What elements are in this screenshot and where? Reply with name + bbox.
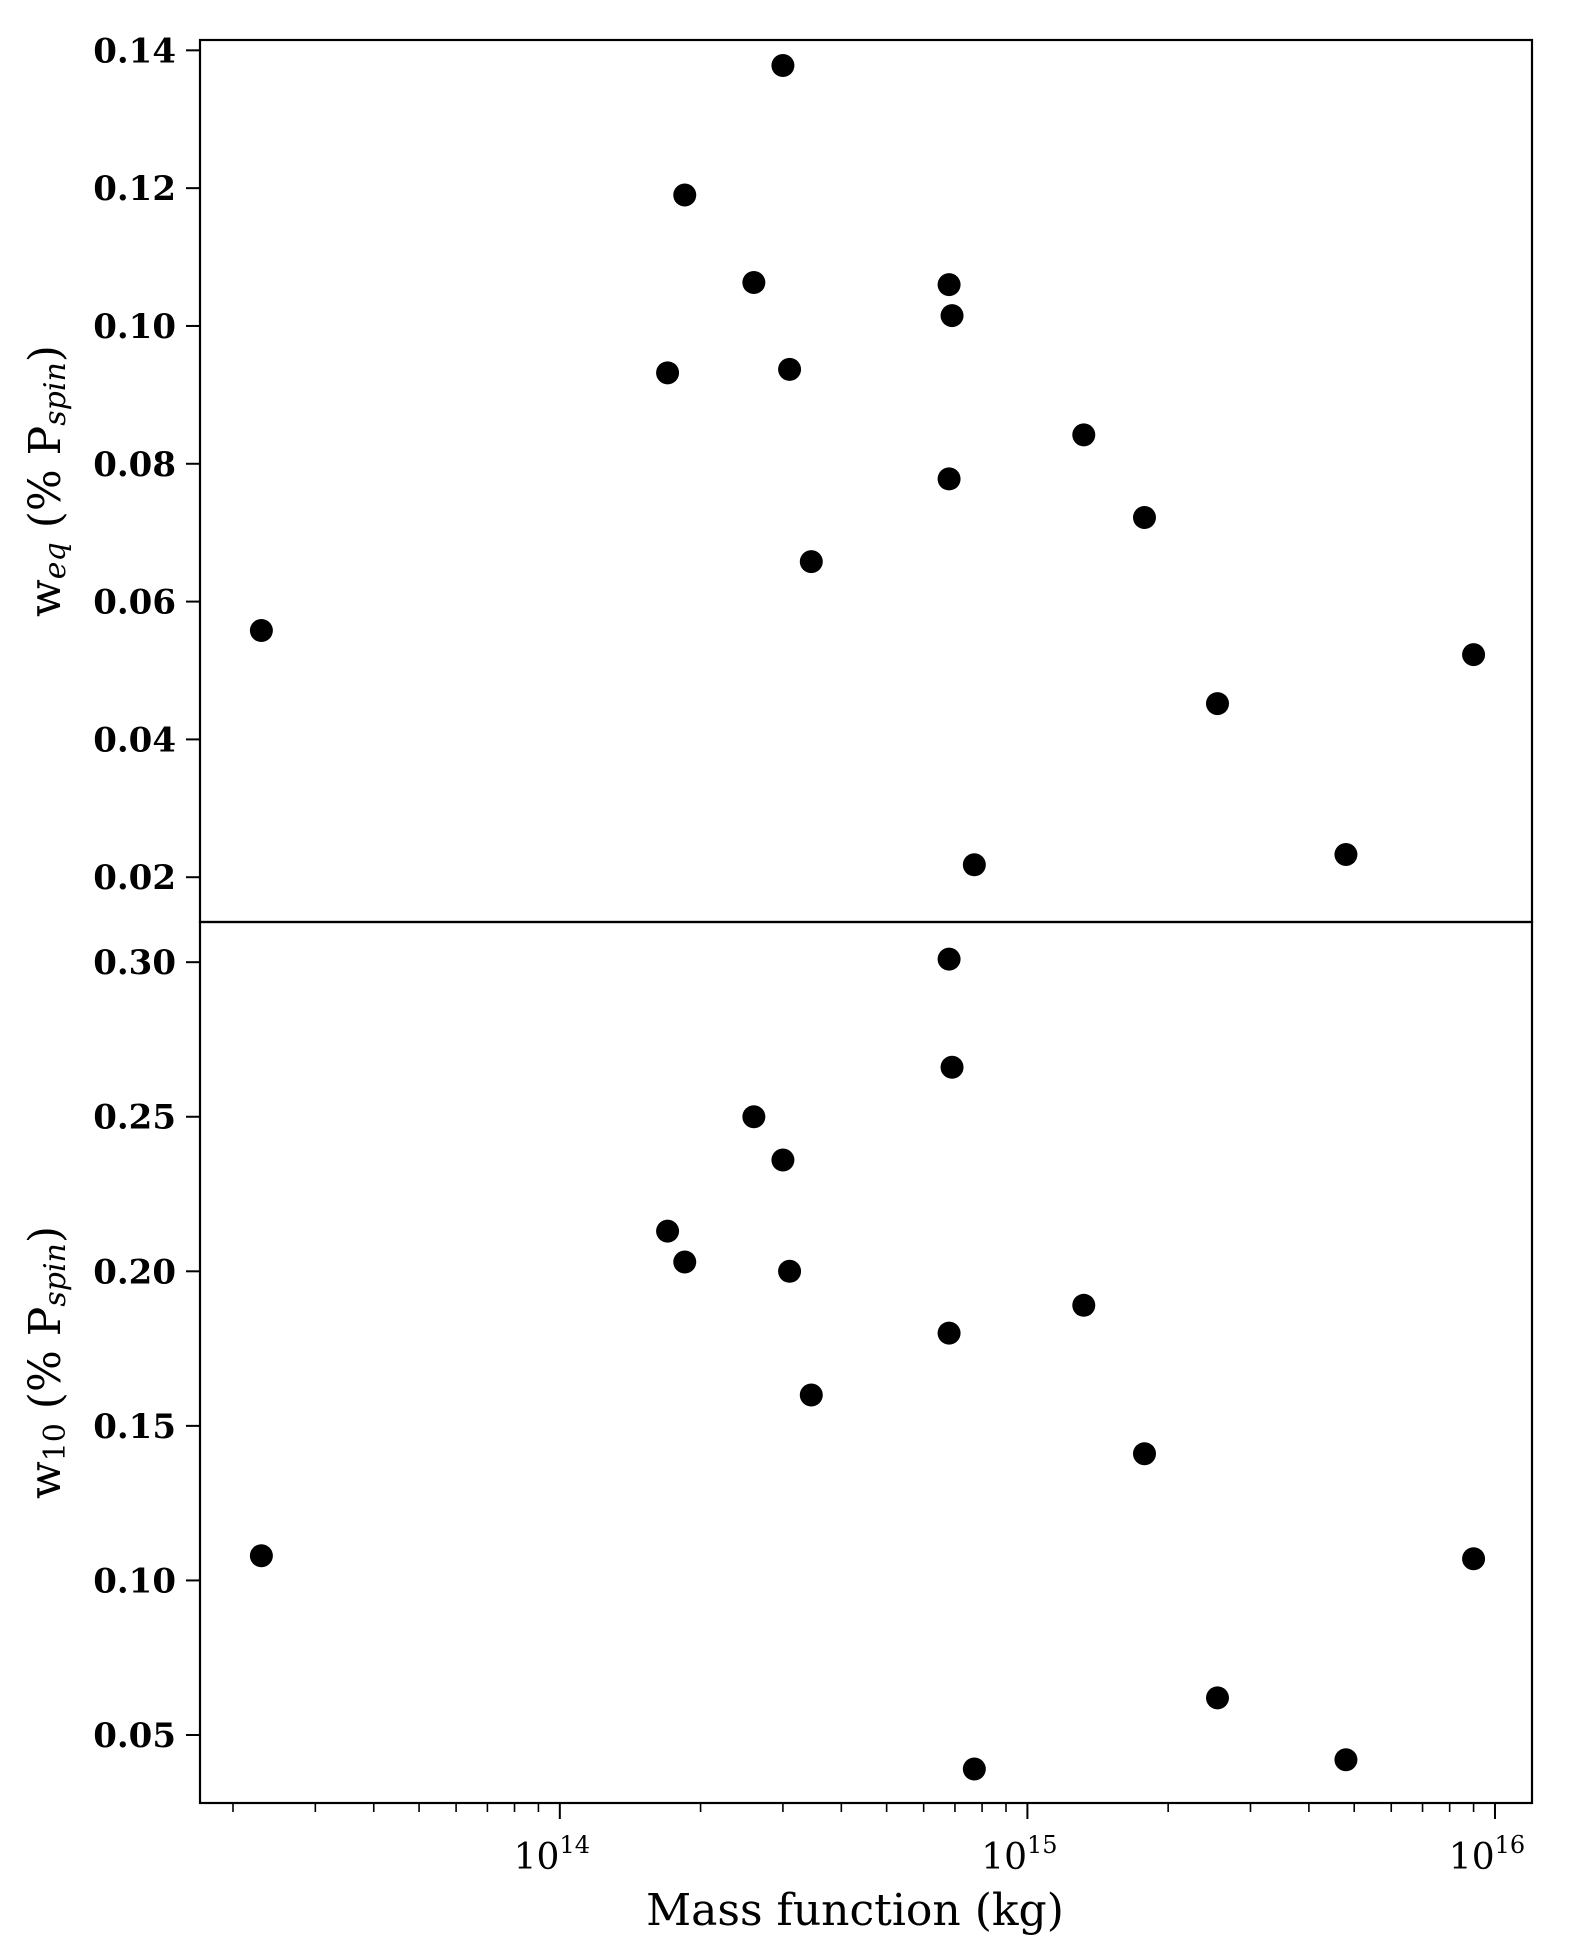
data-point — [1205, 692, 1229, 716]
y-tick-label: 0.14 — [93, 31, 176, 71]
data-point — [1462, 643, 1486, 667]
data-point — [771, 1148, 795, 1172]
y-tick-label: 0.20 — [93, 1252, 176, 1292]
y-axis-title: w10 (% Pspin) — [20, 1226, 74, 1499]
data-point — [1132, 506, 1156, 530]
data-point — [656, 1219, 680, 1243]
data-point — [742, 1105, 766, 1129]
data-point — [673, 1250, 697, 1274]
data-point — [778, 1259, 802, 1283]
y-tick-label: 0.06 — [93, 583, 176, 623]
x-tick-label: 1015 — [981, 1831, 1057, 1878]
data-point — [771, 53, 795, 77]
data-point — [1205, 1686, 1229, 1710]
data-point — [249, 1544, 273, 1568]
y-tick-label: 0.10 — [93, 1561, 176, 1601]
y-title-subscript: 10 — [38, 1423, 73, 1461]
y-tick-label: 0.25 — [93, 1098, 176, 1138]
data-point — [742, 271, 766, 295]
data-point — [937, 467, 961, 491]
y-axis-title: weq (% Pspin) — [20, 345, 74, 617]
data-point — [940, 1055, 964, 1079]
data-point — [249, 619, 273, 643]
data-point — [940, 304, 964, 328]
data-point — [1334, 1748, 1358, 1772]
data-point — [1462, 1547, 1486, 1571]
x-axis: 1014 1015 1016 — [232, 1803, 1525, 1878]
data-point — [656, 361, 680, 385]
panel-top: 0.02 0.04 0.06 0.08 0.10 0.12 0.14 weq (% Pspin… — [20, 31, 1534, 924]
data-point — [937, 1321, 961, 1345]
y-title-unit-subscript: spin — [38, 1243, 73, 1307]
y-tick-label: 0.30 — [93, 943, 176, 983]
y-tick-label: 0.08 — [93, 445, 176, 485]
y-title-unit: (% P — [20, 1307, 71, 1424]
y-tick-label: 0.02 — [93, 858, 176, 898]
y-tick-label: 0.15 — [93, 1407, 176, 1447]
data-point — [962, 853, 986, 877]
data-point — [778, 357, 802, 381]
x-tick-label: 1016 — [1449, 1831, 1525, 1878]
data-point — [799, 1383, 823, 1407]
y-tick-label: 0.12 — [93, 169, 176, 209]
y-tick-label: 0.10 — [93, 307, 176, 347]
y-title-main: w — [20, 579, 71, 617]
data-point — [673, 183, 697, 207]
y-tick-label: 0.05 — [93, 1716, 176, 1756]
data-point — [937, 947, 961, 971]
y-title-close: ) — [20, 345, 71, 362]
panel-bottom: 0.05 0.10 0.15 0.20 0.25 0.30 w10 (% Pspin) — [20, 920, 1534, 1805]
data-point — [1072, 1293, 1096, 1317]
data-point — [937, 273, 961, 297]
data-point — [799, 550, 823, 574]
y-tick-label: 0.04 — [93, 720, 176, 760]
y-title-unit-subscript: spin — [38, 362, 73, 426]
plot-frame — [198, 920, 1534, 1805]
y-title-close: ) — [20, 1226, 71, 1243]
y-title-subscript: eq — [38, 542, 73, 579]
data-point — [1132, 1442, 1156, 1466]
data-point — [1072, 423, 1096, 447]
data-point — [1334, 842, 1358, 866]
x-axis-title: Mass function (kg) — [646, 1885, 1064, 1936]
y-title-unit: (% P — [20, 426, 71, 543]
y-title-main: w — [20, 1461, 71, 1499]
x-tick-label: 1014 — [514, 1831, 590, 1878]
data-point — [962, 1757, 986, 1781]
